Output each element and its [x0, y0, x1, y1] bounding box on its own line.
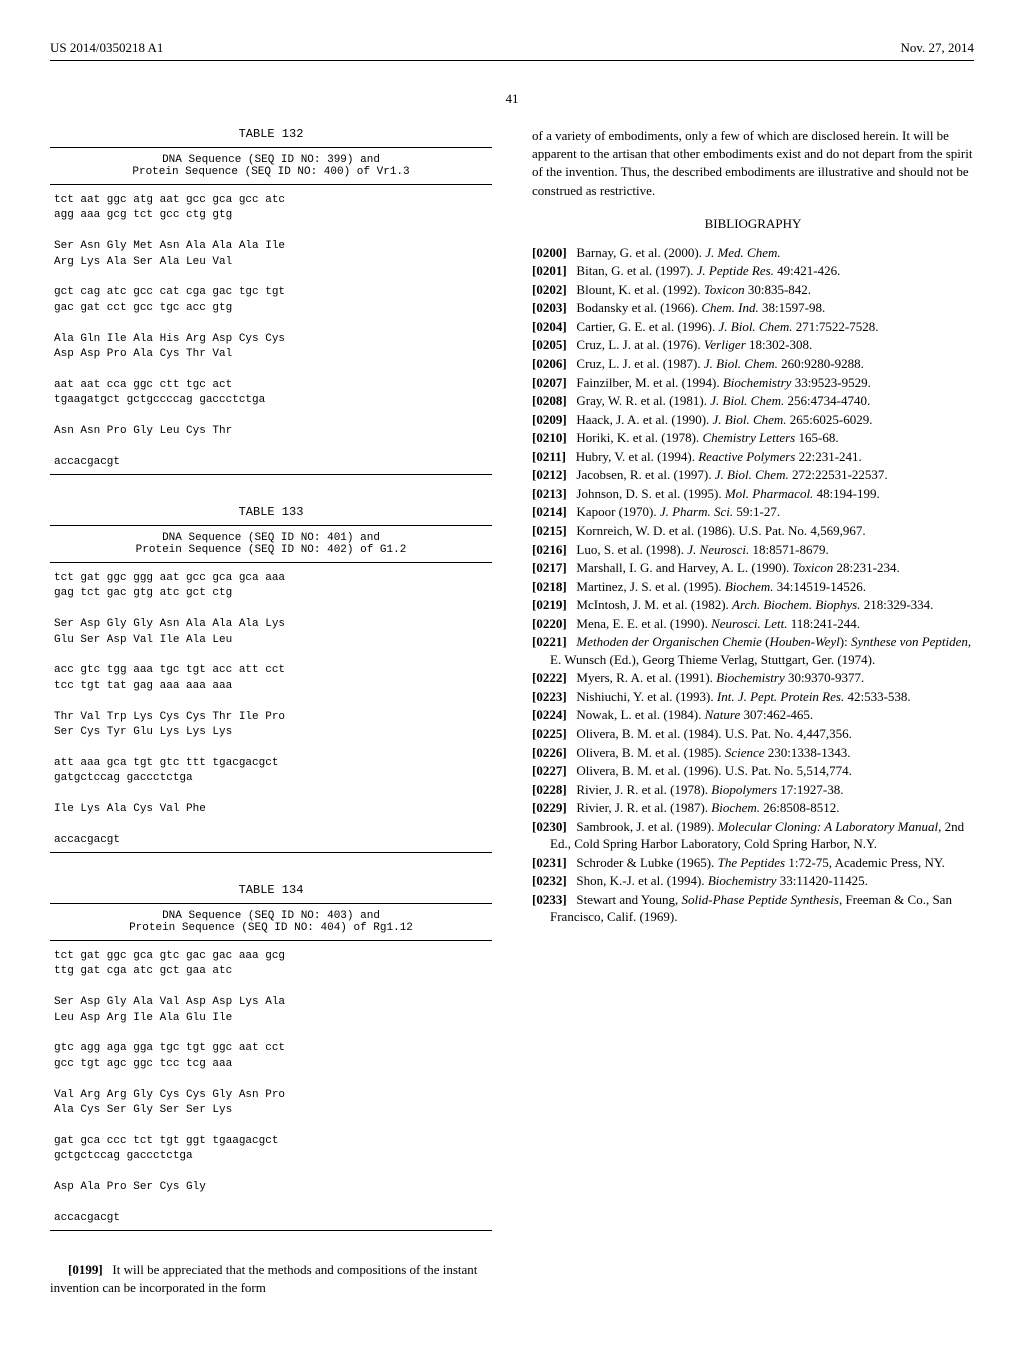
reference-item: [0210] Horiki, K. et al. (1978). Chemist…: [532, 429, 974, 447]
reference-number: [0232]: [532, 873, 567, 888]
reference-item: [0225] Olivera, B. M. et al. (1984). U.S…: [532, 725, 974, 743]
reference-number: [0230]: [532, 819, 567, 834]
paragraph-0199: [0199] It will be appreciated that the m…: [50, 1261, 492, 1297]
reference-number: [0224]: [532, 707, 567, 722]
reference-number: [0217]: [532, 560, 567, 575]
reference-item: [0229] Rivier, J. R. et al. (1987). Bioc…: [532, 799, 974, 817]
reference-item: [0227] Olivera, B. M. et al. (1996). U.S…: [532, 762, 974, 780]
reference-number: [0223]: [532, 689, 567, 704]
sequence-body: tct gat ggc ggg aat gcc gca gca aaa gag …: [50, 563, 492, 852]
paragraph-text: It will be appreciated that the methods …: [50, 1262, 477, 1295]
reference-item: [0200] Barnay, G. et al. (2000). J. Med.…: [532, 244, 974, 262]
right-column: of a variety of embodiments, only a few …: [532, 127, 974, 1311]
reference-number: [0213]: [532, 486, 567, 501]
reference-number: [0220]: [532, 616, 567, 631]
page-header: US 2014/0350218 A1 Nov. 27, 2014: [50, 40, 974, 61]
intro-continuation: of a variety of embodiments, only a few …: [532, 127, 974, 200]
reference-number: [0215]: [532, 523, 567, 538]
reference-item: [0203] Bodansky et al. (1966). Chem. Ind…: [532, 299, 974, 317]
reference-number: [0233]: [532, 892, 567, 907]
reference-number: [0207]: [532, 375, 567, 390]
table-header: DNA Sequence (SEQ ID NO: 399) and Protei…: [50, 147, 492, 185]
reference-number: [0204]: [532, 319, 567, 334]
reference-item: [0231] Schroder & Lubke (1965). The Pept…: [532, 854, 974, 872]
reference-item: [0216] Luo, S. et al. (1998). J. Neurosc…: [532, 541, 974, 559]
reference-item: [0211] Hubry, V. et al. (1994). Reactive…: [532, 448, 974, 466]
reference-number: [0205]: [532, 337, 567, 352]
table-132: TABLE 132 DNA Sequence (SEQ ID NO: 399) …: [50, 127, 492, 475]
reference-item: [0221] Methoden der Organischen Chemie (…: [532, 633, 974, 668]
reference-list: [0200] Barnay, G. et al. (2000). J. Med.…: [532, 244, 974, 926]
reference-number: [0231]: [532, 855, 567, 870]
reference-number: [0216]: [532, 542, 567, 557]
reference-number: [0225]: [532, 726, 567, 741]
header-left: US 2014/0350218 A1: [50, 40, 163, 56]
reference-item: [0205] Cruz, L. J. at al. (1976). Verlig…: [532, 336, 974, 354]
table-header: DNA Sequence (SEQ ID NO: 403) and Protei…: [50, 903, 492, 941]
table-134: TABLE 134 DNA Sequence (SEQ ID NO: 403) …: [50, 883, 492, 1231]
reference-item: [0213] Johnson, D. S. et al. (1995). Mol…: [532, 485, 974, 503]
reference-number: [0221]: [532, 634, 567, 649]
table-133: TABLE 133 DNA Sequence (SEQ ID NO: 401) …: [50, 505, 492, 853]
reference-number: [0209]: [532, 412, 567, 427]
reference-item: [0233] Stewart and Young, Solid-Phase Pe…: [532, 891, 974, 926]
reference-item: [0206] Cruz, L. J. et al. (1987). J. Bio…: [532, 355, 974, 373]
left-column: TABLE 132 DNA Sequence (SEQ ID NO: 399) …: [50, 127, 492, 1311]
reference-item: [0218] Martinez, J. S. et al. (1995). Bi…: [532, 578, 974, 596]
reference-item: [0215] Kornreich, W. D. et al. (1986). U…: [532, 522, 974, 540]
sequence-body: tct gat ggc gca gtc gac gac aaa gcg ttg …: [50, 941, 492, 1230]
reference-item: [0217] Marshall, I. G. and Harvey, A. L.…: [532, 559, 974, 577]
reference-item: [0201] Bitan, G. et al. (1997). J. Pepti…: [532, 262, 974, 280]
table-title: TABLE 134: [50, 883, 492, 897]
paragraph-number: [0199]: [68, 1262, 103, 1277]
reference-item: [0230] Sambrook, J. et al. (1989). Molec…: [532, 818, 974, 853]
reference-number: [0219]: [532, 597, 567, 612]
table-title: TABLE 132: [50, 127, 492, 141]
reference-item: [0204] Cartier, G. E. et al. (1996). J. …: [532, 318, 974, 336]
sequence-body: tct aat ggc atg aat gcc gca gcc atc agg …: [50, 185, 492, 474]
reference-item: [0208] Gray, W. R. et al. (1981). J. Bio…: [532, 392, 974, 410]
table-rule: [50, 474, 492, 475]
reference-number: [0201]: [532, 263, 567, 278]
reference-item: [0222] Myers, R. A. et al. (1991). Bioch…: [532, 669, 974, 687]
page-number: 41: [50, 91, 974, 107]
reference-item: [0202] Blount, K. et al. (1992). Toxicon…: [532, 281, 974, 299]
reference-item: [0212] Jacobsen, R. et al. (1997). J. Bi…: [532, 466, 974, 484]
table-rule: [50, 1230, 492, 1231]
reference-number: [0218]: [532, 579, 567, 594]
bibliography-heading: BIBLIOGRAPHY: [532, 216, 974, 232]
reference-number: [0210]: [532, 430, 567, 445]
reference-number: [0200]: [532, 245, 567, 260]
reference-item: [0228] Rivier, J. R. et al. (1978). Biop…: [532, 781, 974, 799]
reference-item: [0223] Nishiuchi, Y. et al. (1993). Int.…: [532, 688, 974, 706]
reference-item: [0224] Nowak, L. et al. (1984). Nature 3…: [532, 706, 974, 724]
reference-number: [0206]: [532, 356, 567, 371]
reference-number: [0229]: [532, 800, 567, 815]
reference-number: [0212]: [532, 467, 567, 482]
reference-item: [0214] Kapoor (1970). J. Pharm. Sci. 59:…: [532, 503, 974, 521]
table-title: TABLE 133: [50, 505, 492, 519]
reference-number: [0222]: [532, 670, 567, 685]
two-column-layout: TABLE 132 DNA Sequence (SEQ ID NO: 399) …: [50, 127, 974, 1311]
table-header: DNA Sequence (SEQ ID NO: 401) and Protei…: [50, 525, 492, 563]
table-rule: [50, 852, 492, 853]
reference-number: [0227]: [532, 763, 567, 778]
reference-number: [0211]: [532, 449, 566, 464]
reference-item: [0219] McIntosh, J. M. et al. (1982). Ar…: [532, 596, 974, 614]
reference-item: [0207] Fainzilber, M. et al. (1994). Bio…: [532, 374, 974, 392]
reference-number: [0226]: [532, 745, 567, 760]
reference-number: [0214]: [532, 504, 567, 519]
reference-item: [0209] Haack, J. A. et al. (1990). J. Bi…: [532, 411, 974, 429]
reference-item: [0226] Olivera, B. M. et al. (1985). Sci…: [532, 744, 974, 762]
reference-number: [0202]: [532, 282, 567, 297]
reference-number: [0228]: [532, 782, 567, 797]
reference-number: [0208]: [532, 393, 567, 408]
reference-number: [0203]: [532, 300, 567, 315]
reference-item: [0232] Shon, K.-J. et al. (1994). Bioche…: [532, 872, 974, 890]
header-right: Nov. 27, 2014: [900, 40, 974, 56]
reference-item: [0220] Mena, E. E. et al. (1990). Neuros…: [532, 615, 974, 633]
